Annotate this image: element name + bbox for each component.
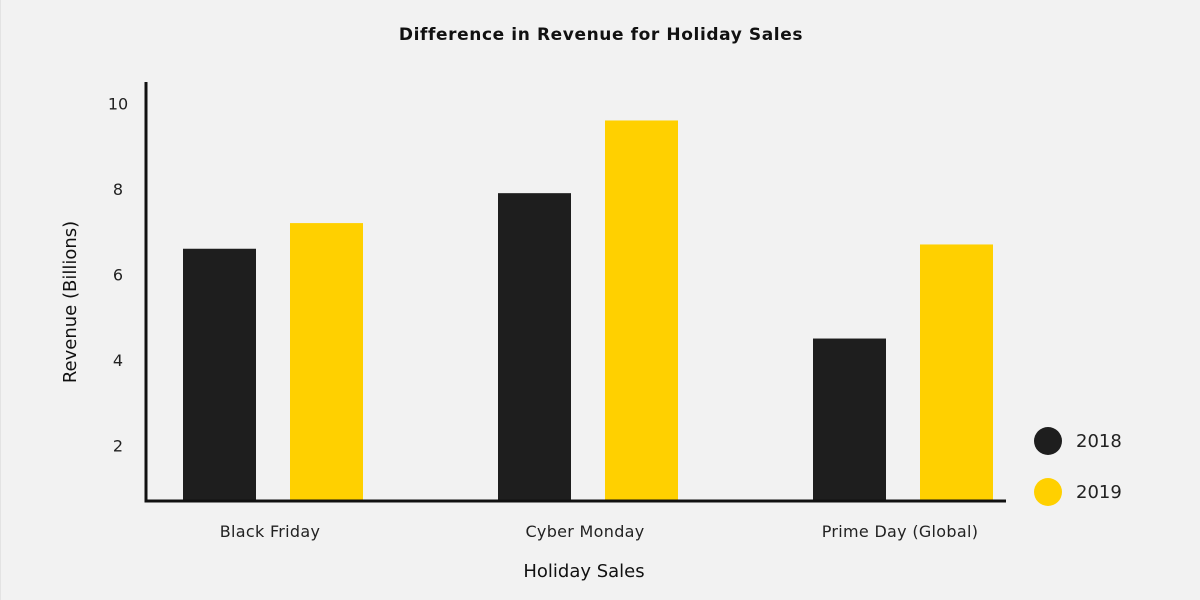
y-axis-ticks: 2 4 6 8 10	[108, 94, 128, 455]
legend-label: 2018	[1076, 431, 1122, 452]
x-tick-label: Cyber Monday	[525, 522, 644, 541]
legend: 2018 2019	[1034, 427, 1122, 506]
bar-2019	[290, 223, 363, 501]
bar-2019	[920, 244, 993, 501]
y-tick-label: 10	[108, 94, 128, 113]
bars-layer	[183, 120, 993, 502]
x-axis-title: Holiday Sales	[523, 561, 644, 582]
y-tick-label: 8	[113, 180, 123, 199]
y-axis-title: Revenue (Billions)	[60, 221, 81, 383]
chart-title: Difference in Revenue for Holiday Sales	[399, 25, 803, 45]
x-axis-labels: Black Friday Cyber Monday Prime Day (Globa…	[220, 522, 978, 541]
y-tick-label: 6	[113, 265, 123, 284]
legend-marker	[1034, 478, 1062, 506]
bar-2019	[605, 120, 678, 502]
legend-marker	[1034, 427, 1062, 455]
bar-2018	[183, 248, 256, 501]
y-tick-label: 4	[113, 351, 123, 370]
bar-2018	[813, 338, 886, 501]
x-tick-label: Prime Day (Global)	[822, 522, 979, 541]
x-tick-label: Black Friday	[220, 522, 320, 541]
legend-label: 2019	[1076, 482, 1122, 503]
bar-2018	[498, 193, 571, 501]
y-tick-label: 2	[113, 436, 123, 455]
